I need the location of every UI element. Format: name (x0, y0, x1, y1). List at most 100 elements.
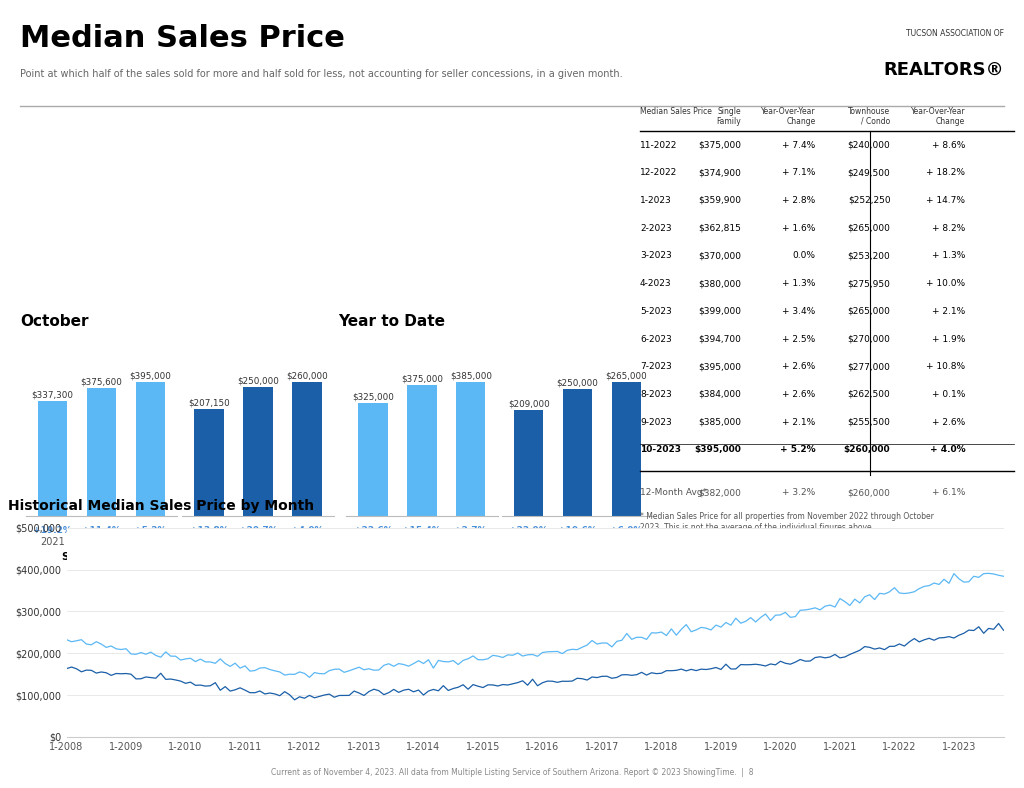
Text: + 18.2%: + 18.2% (926, 168, 966, 177)
Text: + 2.5%: + 2.5% (782, 335, 816, 344)
Text: TUCSON ASSOCIATION OF: TUCSON ASSOCIATION OF (905, 29, 1004, 38)
Text: Townhouse/Condo: Townhouse/Condo (205, 552, 311, 562)
Text: 12-2022: 12-2022 (640, 168, 677, 177)
Text: Median Sales Price: Median Sales Price (640, 106, 712, 116)
Bar (38, 401, 68, 516)
Text: + 7.4%: + 7.4% (782, 140, 816, 150)
Text: 2021: 2021 (516, 537, 541, 547)
Text: $359,900: $359,900 (698, 196, 741, 205)
Text: +19.6%: +19.6% (558, 526, 597, 534)
Text: 2022: 2022 (410, 537, 434, 547)
Text: + 2.1%: + 2.1% (782, 418, 816, 426)
Text: $374,900: $374,900 (698, 168, 741, 177)
Text: 2023: 2023 (459, 537, 483, 547)
Text: + 1.9%: + 1.9% (932, 335, 966, 344)
Text: Median Sales Price: Median Sales Price (20, 24, 345, 53)
Text: $337,300: $337,300 (32, 391, 74, 400)
Text: $252,250: $252,250 (848, 196, 891, 205)
Bar (135, 382, 165, 516)
Text: + 10.0%: + 10.0% (926, 279, 966, 288)
Text: 2023: 2023 (138, 537, 163, 547)
Bar (456, 382, 485, 516)
Text: + 2.8%: + 2.8% (782, 196, 816, 205)
Text: + 2.6%: + 2.6% (782, 362, 816, 371)
Text: + 10.8%: + 10.8% (926, 362, 966, 371)
Bar (563, 389, 592, 516)
Text: $375,000: $375,000 (400, 375, 443, 384)
Text: $262,500: $262,500 (848, 390, 891, 399)
Text: + 14.7%: + 14.7% (926, 196, 966, 205)
Text: $270,000: $270,000 (848, 335, 891, 344)
Text: 4-2023: 4-2023 (640, 279, 672, 288)
Text: 9-2023: 9-2023 (640, 418, 672, 426)
Text: Year-Over-Year
Change: Year-Over-Year Change (910, 106, 966, 126)
Text: $265,000: $265,000 (848, 224, 891, 232)
Text: + 8.6%: + 8.6% (932, 140, 966, 150)
Text: + 3.4%: + 3.4% (782, 307, 816, 316)
Text: $277,000: $277,000 (848, 362, 891, 371)
Text: $362,815: $362,815 (698, 224, 741, 232)
Text: Single Family: Single Family (61, 552, 141, 562)
Text: $384,000: $384,000 (698, 390, 741, 399)
Text: 7-2023: 7-2023 (640, 362, 672, 371)
Text: 2023: 2023 (295, 537, 319, 547)
Text: 2021: 2021 (197, 537, 221, 547)
Text: +22.9%: +22.9% (509, 526, 548, 534)
Text: 11-2022: 11-2022 (640, 140, 677, 150)
Text: 1-2023: 1-2023 (640, 196, 672, 205)
Text: $275,950: $275,950 (848, 279, 891, 288)
Bar (358, 403, 388, 516)
Text: + 2.6%: + 2.6% (782, 390, 816, 399)
Bar (292, 382, 322, 516)
Text: $394,700: $394,700 (698, 335, 741, 344)
Text: $250,000: $250,000 (238, 377, 279, 385)
Text: 5-2023: 5-2023 (640, 307, 672, 316)
Text: +4.0%: +4.0% (291, 526, 324, 534)
Text: 2022: 2022 (89, 537, 114, 547)
Text: +22.6%: +22.6% (353, 526, 392, 534)
Bar (195, 409, 224, 516)
Text: * Median Sales Price for all properties from November 2022 through October
2023.: * Median Sales Price for all properties … (640, 512, 934, 532)
Text: $399,000: $399,000 (698, 307, 741, 316)
Text: October: October (20, 314, 89, 329)
Text: +15.4%: +15.4% (402, 526, 441, 534)
Text: Single
Family: Single Family (716, 106, 741, 126)
Text: + 0.1%: + 0.1% (932, 390, 966, 399)
Text: Point at which half of the sales sold for more and half sold for less, not accou: Point at which half of the sales sold fo… (20, 69, 624, 80)
Text: + 8.2%: + 8.2% (932, 224, 966, 232)
Text: + 3.2%: + 3.2% (782, 489, 816, 497)
Text: +19.2%: +19.2% (33, 526, 72, 534)
Text: Year-Over-Year
Change: Year-Over-Year Change (761, 106, 816, 126)
Text: $380,000: $380,000 (698, 279, 741, 288)
Text: $265,000: $265,000 (605, 371, 647, 381)
Text: $253,200: $253,200 (848, 251, 891, 260)
Text: $207,150: $207,150 (188, 399, 230, 407)
Text: +5.2%: +5.2% (134, 526, 167, 534)
Text: Single Family: Single Family (382, 552, 462, 562)
Text: $260,000: $260,000 (848, 489, 891, 497)
Text: $249,500: $249,500 (848, 168, 891, 177)
Text: 2021: 2021 (40, 537, 65, 547)
Text: 0.0%: 0.0% (793, 251, 816, 260)
Text: $382,000: $382,000 (698, 489, 741, 497)
Bar (408, 385, 436, 516)
Text: $240,000: $240,000 (848, 140, 891, 150)
Text: 2021: 2021 (360, 537, 385, 547)
Text: $395,000: $395,000 (698, 362, 741, 371)
Text: $325,000: $325,000 (352, 392, 394, 401)
Text: Current as of November 4, 2023. All data from Multiple Listing Service of Southe: Current as of November 4, 2023. All data… (270, 768, 754, 777)
Text: $375,000: $375,000 (698, 140, 741, 150)
Text: + 6.1%: + 6.1% (932, 489, 966, 497)
Text: 3-2023: 3-2023 (640, 251, 672, 260)
Text: + 5.2%: + 5.2% (780, 445, 816, 455)
Text: + 2.6%: + 2.6% (932, 418, 966, 426)
Text: Townhouse/Condo: Townhouse/Condo (524, 552, 631, 562)
Text: REALTORS®: REALTORS® (883, 61, 1004, 79)
Text: $260,000: $260,000 (286, 371, 328, 381)
Bar (244, 387, 272, 516)
Text: + 1.3%: + 1.3% (782, 279, 816, 288)
Text: $265,000: $265,000 (848, 307, 891, 316)
Text: 2022: 2022 (246, 537, 270, 547)
Text: + 1.6%: + 1.6% (782, 224, 816, 232)
Text: $395,000: $395,000 (694, 445, 741, 455)
